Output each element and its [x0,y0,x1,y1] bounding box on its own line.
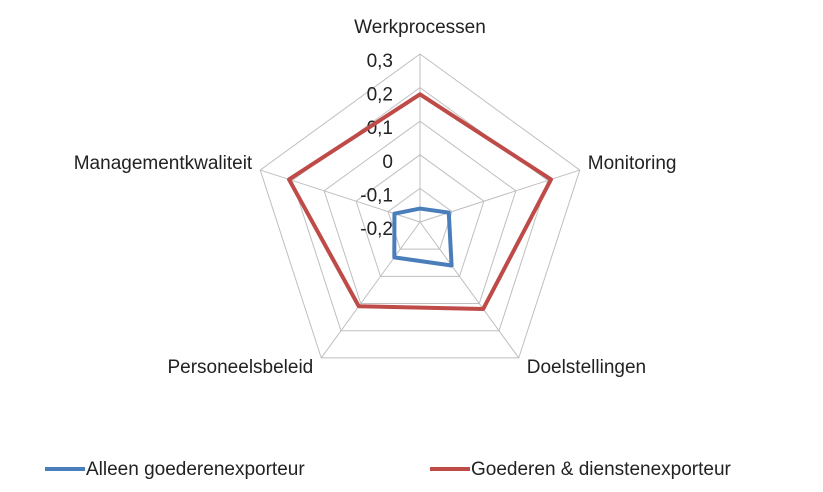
grid-ring [387,187,453,250]
grid-ring [355,154,485,277]
tick-label: -0,2 [360,219,393,240]
grid-ring [259,53,581,359]
category-label: Personeelsbeleid [167,357,313,378]
series-line [392,206,454,268]
category-label: Werkprocessen [354,17,486,38]
spoke [419,221,520,359]
spoke [320,221,421,359]
spoke [419,169,580,223]
category-label: Doelstellingen [527,357,646,378]
legend-label: Goederen & dienstenexporteur [471,459,732,480]
tick-label: 0 [382,152,393,173]
tick-label: 0,3 [367,51,393,72]
legend-label: Alleen goederenexporteur [86,459,305,480]
grid-ring [323,120,517,305]
category-label: Monitoring [588,153,677,174]
tick-label: -0,1 [360,185,393,206]
series-line [286,92,554,311]
category-label: Managementkwaliteit [74,153,253,174]
tick-label: 0,2 [367,85,393,106]
